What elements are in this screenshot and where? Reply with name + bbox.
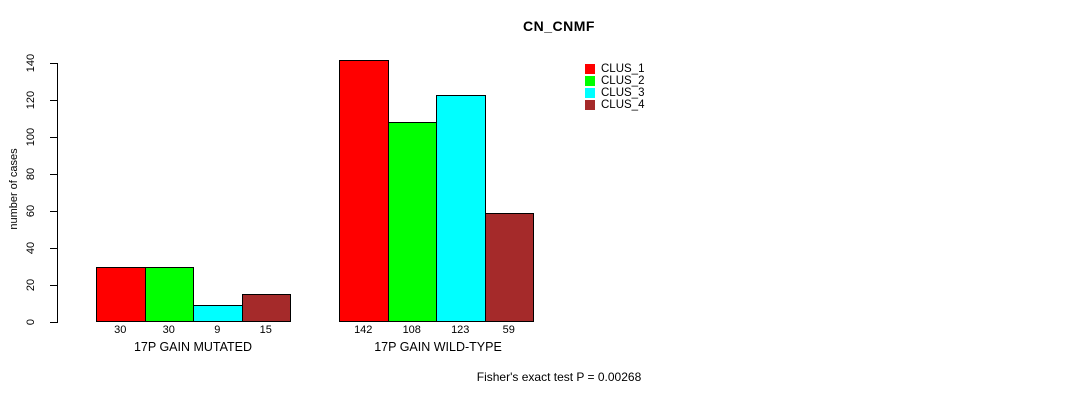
- y-axis-tick-label: 40: [25, 241, 37, 255]
- bar-value-label: 123: [451, 324, 470, 336]
- bar-value-label: 59: [502, 324, 515, 336]
- y-axis-tick: [50, 210, 57, 212]
- legend-swatch-icon: [585, 88, 595, 98]
- y-axis-tick: [50, 247, 57, 249]
- y-axis-label: number of cases: [8, 148, 20, 230]
- y-axis-tick-label: 80: [25, 168, 37, 181]
- y-axis-tick: [50, 173, 57, 175]
- legend-item-clus-3: CLUS_3: [585, 87, 644, 99]
- chart-title: CN_CNMF: [523, 18, 595, 34]
- legend-item-clus-4: CLUS_4: [585, 99, 644, 111]
- legend-item-clus-1: CLUS_1: [585, 63, 644, 75]
- bar-value-label: 30: [162, 324, 175, 336]
- y-axis-line: [57, 63, 58, 323]
- legend-swatch-icon: [585, 76, 595, 86]
- bar-clus-1-group-1: [339, 59, 389, 322]
- bar-clus-4-group-0: [241, 294, 291, 322]
- y-axis-tick-label: 0: [25, 318, 37, 326]
- bar-value-label: 15: [259, 324, 272, 336]
- bar-clus-1-group-0: [96, 266, 146, 322]
- fisher-test-annotation: Fisher's exact test P = 0.00268: [476, 370, 642, 384]
- x-category-label-wild-type: 17P GAIN WILD-TYPE: [374, 340, 502, 354]
- bar-value-label: 108: [402, 324, 421, 336]
- bar-clus-2-group-1: [387, 122, 437, 322]
- y-axis-tick-label: 100: [25, 128, 37, 147]
- legend: CLUS_1 CLUS_2 CLUS_3 CLUS_4: [585, 63, 644, 111]
- legend-item-clus-2: CLUS_2: [585, 75, 644, 87]
- bar-clus-4-group-1: [484, 212, 534, 322]
- y-axis-tick: [50, 62, 57, 64]
- bar-value-label: 30: [114, 324, 127, 336]
- bar-clus-2-group-0: [144, 266, 194, 322]
- y-axis-tick-label: 120: [25, 91, 37, 110]
- bar-value-label: 9: [214, 324, 221, 336]
- y-axis-tick-label: 60: [25, 205, 37, 218]
- legend-label: CLUS_1: [601, 62, 645, 75]
- legend-swatch-icon: [585, 100, 595, 110]
- y-axis-tick: [50, 284, 57, 286]
- legend-label: CLUS_3: [601, 86, 645, 99]
- y-axis-tick-label: 20: [25, 278, 37, 292]
- legend-label: CLUS_2: [601, 74, 645, 87]
- bar-clus-3-group-0: [193, 305, 243, 322]
- x-category-label-mutated: 17P GAIN MUTATED: [133, 340, 253, 354]
- bar-value-label: 142: [354, 324, 373, 336]
- legend-label: CLUS_4: [601, 98, 645, 111]
- y-axis-tick: [50, 136, 57, 138]
- y-axis-tick-label: 140: [25, 54, 37, 73]
- y-axis-tick: [50, 99, 57, 101]
- legend-swatch-icon: [585, 64, 595, 74]
- bar-clus-3-group-1: [436, 94, 486, 322]
- y-axis-tick: [50, 321, 57, 323]
